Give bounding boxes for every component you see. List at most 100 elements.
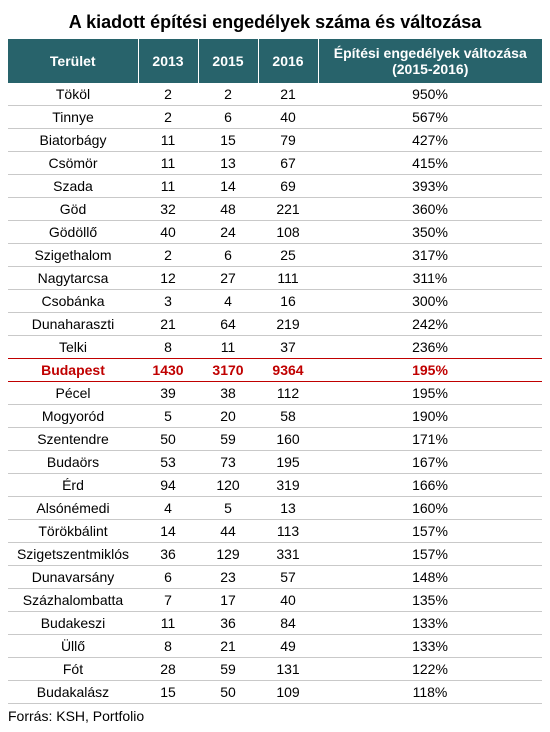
table-title: A kiadott építési engedélyek száma és vá…: [8, 8, 542, 39]
cell-area: Csömör: [8, 152, 138, 175]
cell-value: 122%: [318, 658, 542, 681]
cell-value: 160%: [318, 497, 542, 520]
cell-area: Dunaharaszti: [8, 313, 138, 336]
cell-area: Mogyoród: [8, 405, 138, 428]
cell-value: 49: [258, 635, 318, 658]
cell-value: 160: [258, 428, 318, 451]
table-row: Csömör111367415%: [8, 152, 542, 175]
cell-value: 195%: [318, 382, 542, 405]
col-header-2016: 2016: [258, 39, 318, 83]
cell-value: 171%: [318, 428, 542, 451]
cell-area: Göd: [8, 198, 138, 221]
cell-value: 112: [258, 382, 318, 405]
cell-area: Telki: [8, 336, 138, 359]
cell-value: 11: [198, 336, 258, 359]
cell-value: 36: [138, 543, 198, 566]
cell-value: 79: [258, 129, 318, 152]
cell-value: 133%: [318, 635, 542, 658]
cell-value: 11: [138, 612, 198, 635]
cell-value: 21: [198, 635, 258, 658]
cell-value: 7: [138, 589, 198, 612]
cell-value: 73: [198, 451, 258, 474]
cell-value: 113: [258, 520, 318, 543]
cell-value: 13: [198, 152, 258, 175]
cell-value: 415%: [318, 152, 542, 175]
cell-value: 84: [258, 612, 318, 635]
table-row: Szentendre5059160171%: [8, 428, 542, 451]
cell-area: Nagytarcsa: [8, 267, 138, 290]
cell-value: 133%: [318, 612, 542, 635]
cell-value: 59: [198, 428, 258, 451]
cell-area: Budakeszi: [8, 612, 138, 635]
cell-value: 317%: [318, 244, 542, 267]
cell-area: Üllő: [8, 635, 138, 658]
cell-value: 120: [198, 474, 258, 497]
cell-value: 219: [258, 313, 318, 336]
table-row: Pécel3938112195%: [8, 382, 542, 405]
cell-value: 148%: [318, 566, 542, 589]
cell-value: 37: [258, 336, 318, 359]
cell-value: 118%: [318, 681, 542, 704]
col-header-area: Terület: [8, 39, 138, 83]
cell-value: 15: [138, 681, 198, 704]
table-row: Dunavarsány62357148%: [8, 566, 542, 589]
cell-value: 131: [258, 658, 318, 681]
table-row: Tököl2221950%: [8, 83, 542, 106]
cell-value: 129: [198, 543, 258, 566]
cell-value: 393%: [318, 175, 542, 198]
cell-area: Csobánka: [8, 290, 138, 313]
cell-area: Érd: [8, 474, 138, 497]
cell-value: 190%: [318, 405, 542, 428]
cell-value: 319: [258, 474, 318, 497]
cell-value: 567%: [318, 106, 542, 129]
cell-value: 2: [198, 83, 258, 106]
table-row: Üllő82149133%: [8, 635, 542, 658]
cell-value: 4: [198, 290, 258, 313]
cell-area: Dunavarsány: [8, 566, 138, 589]
cell-value: 9364: [258, 359, 318, 382]
permits-table: Terület 2013 20 15 2016 Építési engedélye…: [8, 39, 542, 704]
col-header-2013: 2013: [138, 39, 198, 83]
table-row: Dunaharaszti2164219242%: [8, 313, 542, 336]
cell-value: 8: [138, 336, 198, 359]
cell-value: 14: [198, 175, 258, 198]
table-row: Budaörs5373195167%: [8, 451, 542, 474]
cell-value: 11: [138, 175, 198, 198]
cell-value: 236%: [318, 336, 542, 359]
cell-value: 157%: [318, 520, 542, 543]
table-row: Szigethalom2625317%: [8, 244, 542, 267]
cell-value: 38: [198, 382, 258, 405]
cell-area: Pécel: [8, 382, 138, 405]
table-row: Szada111469393%: [8, 175, 542, 198]
col-header-change: Építési engedélyek változása (2015-2016): [318, 39, 542, 83]
cell-area: Gödöllő: [8, 221, 138, 244]
cell-value: 6: [198, 106, 258, 129]
cell-value: 16: [258, 290, 318, 313]
cell-area: Biatorbágy: [8, 129, 138, 152]
table-row: Budakalász1550109118%: [8, 681, 542, 704]
cell-area: Tinnye: [8, 106, 138, 129]
table-row: Százhalombatta71740135%: [8, 589, 542, 612]
cell-value: 11: [138, 152, 198, 175]
cell-value: 350%: [318, 221, 542, 244]
cell-value: 69: [258, 175, 318, 198]
cell-area: Szada: [8, 175, 138, 198]
cell-area: Szigetszentmiklós: [8, 543, 138, 566]
cell-value: 50: [198, 681, 258, 704]
table-row: Mogyoród52058190%: [8, 405, 542, 428]
cell-value: 53: [138, 451, 198, 474]
cell-value: 2: [138, 83, 198, 106]
cell-value: 21: [138, 313, 198, 336]
cell-value: 21: [258, 83, 318, 106]
cell-value: 59: [198, 658, 258, 681]
cell-area: Szentendre: [8, 428, 138, 451]
cell-value: 111: [258, 267, 318, 290]
cell-value: 331: [258, 543, 318, 566]
cell-value: 2: [138, 244, 198, 267]
cell-value: 20: [198, 405, 258, 428]
cell-value: 44: [198, 520, 258, 543]
header-row: Terület 2013 2015 2016 Építési engedélye…: [8, 39, 542, 83]
cell-value: 157%: [318, 543, 542, 566]
table-row: Szigetszentmiklós36129331157%: [8, 543, 542, 566]
cell-value: 195%: [318, 359, 542, 382]
